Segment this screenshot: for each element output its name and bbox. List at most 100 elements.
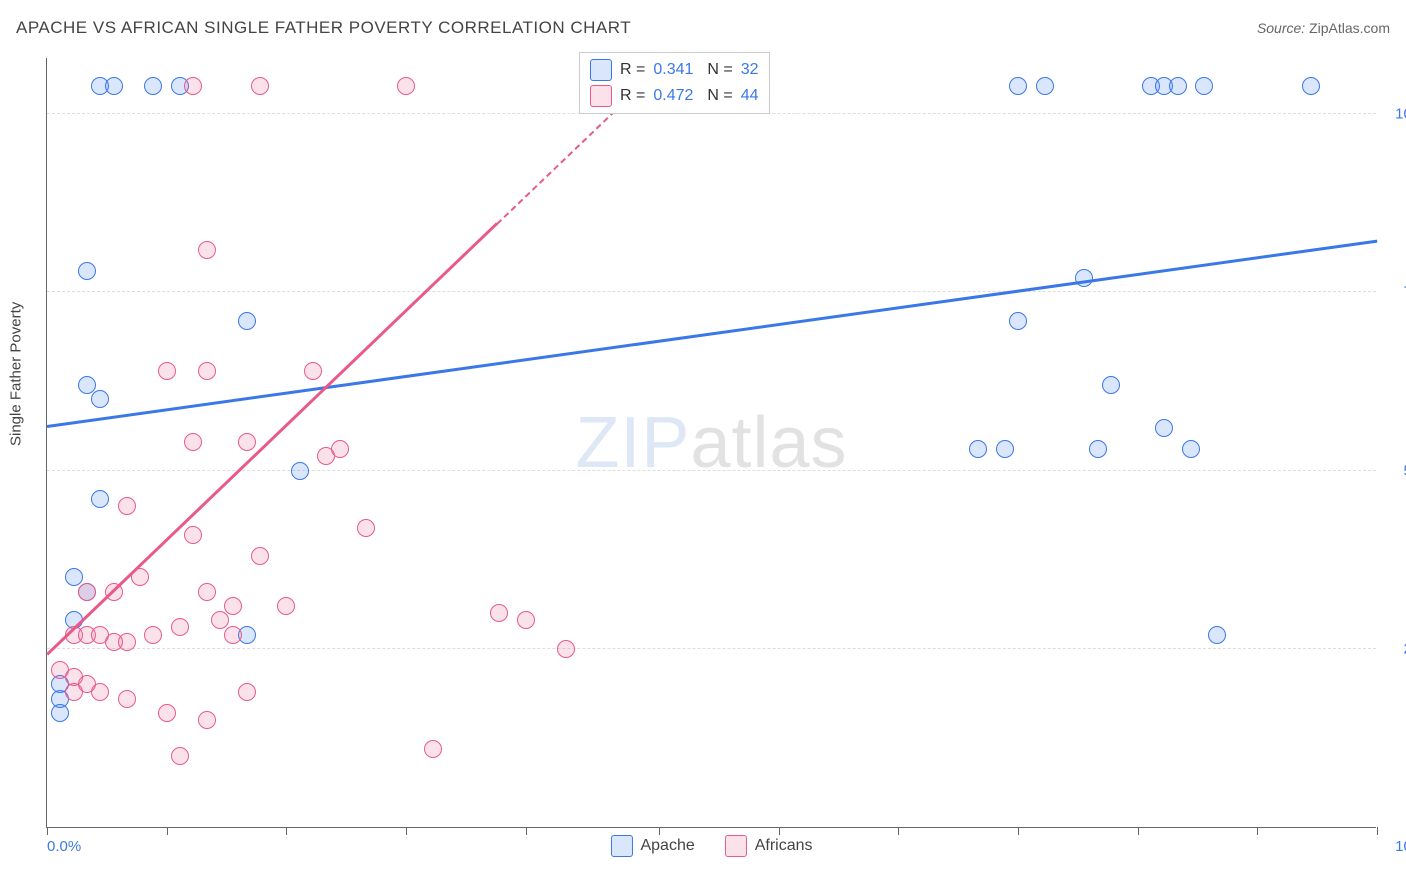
data-point: [198, 711, 216, 729]
legend-row: R = 0.472 N = 44: [590, 83, 759, 109]
data-point: [1208, 626, 1226, 644]
correlation-legend: R = 0.341 N = 32 R = 0.472 N = 44: [579, 52, 770, 114]
data-point: [557, 640, 575, 658]
x-tick: [406, 827, 407, 835]
legend-n-label: N =: [707, 87, 732, 105]
data-point: [251, 77, 269, 95]
legend-r-value: 0.341: [653, 61, 693, 79]
legend-series-name: Apache: [640, 837, 694, 855]
data-point: [198, 241, 216, 259]
legend-swatch: [590, 59, 612, 81]
x-tick: [1138, 827, 1139, 835]
watermark: ZIPatlas: [575, 402, 847, 484]
data-point: [118, 497, 136, 515]
x-tick: [526, 827, 527, 835]
data-point: [238, 683, 256, 701]
x-tick: [898, 827, 899, 835]
data-point: [969, 440, 987, 458]
data-point: [517, 611, 535, 629]
legend-swatch: [610, 835, 632, 857]
legend-n-value: 44: [741, 87, 759, 105]
x-tick: [1257, 827, 1258, 835]
data-point: [65, 568, 83, 586]
source-label: Source:: [1257, 20, 1305, 36]
source-value: ZipAtlas.com: [1309, 20, 1390, 36]
data-point: [277, 597, 295, 615]
legend-r-label: R =: [620, 61, 645, 79]
legend-swatch: [725, 835, 747, 857]
data-point: [1169, 77, 1187, 95]
data-point: [304, 362, 322, 380]
data-point: [184, 526, 202, 544]
x-tick: [659, 827, 660, 835]
data-point: [78, 376, 96, 394]
x-tick: [47, 827, 48, 835]
data-point: [996, 440, 1014, 458]
data-point: [291, 462, 309, 480]
gridline: [47, 470, 1376, 471]
gridline: [47, 291, 1376, 292]
data-point: [144, 77, 162, 95]
data-point: [198, 583, 216, 601]
data-point: [1182, 440, 1200, 458]
legend-item: Apache: [610, 835, 694, 857]
data-point: [78, 262, 96, 280]
source-attribution: Source: ZipAtlas.com: [1257, 20, 1390, 36]
legend-series-name: Africans: [755, 837, 813, 855]
data-point: [1009, 312, 1027, 330]
data-point: [1075, 269, 1093, 287]
legend-item: Africans: [725, 835, 813, 857]
legend-r-value: 0.472: [653, 87, 693, 105]
data-point: [357, 519, 375, 537]
trend-line: [47, 240, 1377, 428]
data-point: [158, 362, 176, 380]
y-tick-label: 25.0%: [1386, 640, 1406, 657]
data-point: [1036, 77, 1054, 95]
legend-row: R =0.341N =32: [590, 57, 759, 83]
y-tick-label: 50.0%: [1386, 462, 1406, 479]
data-point: [238, 433, 256, 451]
y-axis-label: Single Father Poverty: [8, 302, 25, 446]
data-point: [1102, 376, 1120, 394]
x-tick: [1018, 827, 1019, 835]
data-point: [171, 747, 189, 765]
data-point: [251, 547, 269, 565]
data-point: [184, 433, 202, 451]
y-tick-label: 100.0%: [1386, 106, 1406, 123]
legend-swatch: [590, 85, 612, 107]
legend-n-value: 32: [741, 61, 759, 79]
x-tick: [1377, 827, 1378, 835]
data-point: [211, 611, 229, 629]
data-point: [1195, 77, 1213, 95]
data-point: [224, 626, 242, 644]
data-point: [91, 683, 109, 701]
data-point: [238, 312, 256, 330]
data-point: [1155, 419, 1173, 437]
data-point: [78, 583, 96, 601]
data-point: [144, 626, 162, 644]
data-point: [198, 362, 216, 380]
data-point: [184, 77, 202, 95]
data-point: [1009, 77, 1027, 95]
data-point: [424, 740, 442, 758]
gridline: [47, 648, 1376, 649]
scatter-plot-area: ZIPatlas R =0.341N =32R =0.472N =44 Apac…: [46, 58, 1376, 828]
data-point: [224, 597, 242, 615]
data-point: [397, 77, 415, 95]
data-point: [118, 633, 136, 651]
data-point: [1089, 440, 1107, 458]
data-point: [1302, 77, 1320, 95]
data-point: [91, 490, 109, 508]
trend-line: [46, 223, 498, 656]
x-tick-label-min: 0.0%: [47, 838, 81, 855]
data-point: [118, 690, 136, 708]
data-point: [105, 77, 123, 95]
data-point: [171, 618, 189, 636]
x-tick: [779, 827, 780, 835]
data-point: [51, 704, 69, 722]
data-point: [490, 604, 508, 622]
legend-r-label: R =: [620, 87, 645, 105]
data-point: [158, 704, 176, 722]
x-tick-label-max: 100.0%: [1386, 838, 1406, 855]
chart-header: APACHE VS AFRICAN SINGLE FATHER POVERTY …: [16, 18, 1390, 38]
